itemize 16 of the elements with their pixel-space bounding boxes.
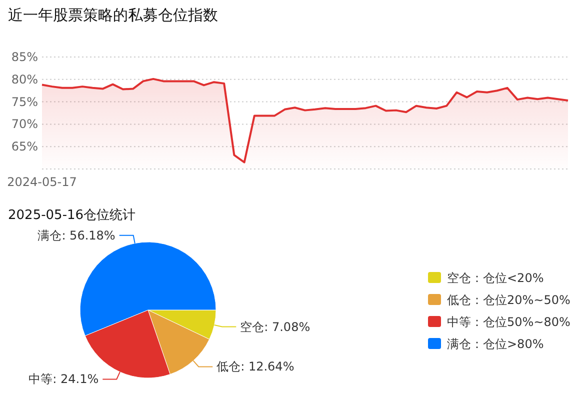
chart-title: 近一年股票策略的私募仓位指数 bbox=[8, 6, 218, 24]
y-tick-label: 85% bbox=[11, 50, 38, 64]
legend-label: 空仓：仓位<20% bbox=[447, 271, 544, 285]
y-tick-label: 70% bbox=[11, 117, 38, 132]
legend-label: 满仓：仓位>80% bbox=[447, 337, 544, 351]
data-label: 满仓: 56.18% bbox=[38, 228, 116, 242]
data-label: 空仓: 7.08% bbox=[240, 320, 310, 334]
y-tick-label: 80% bbox=[11, 72, 38, 86]
data-label: 低仓: 12.64% bbox=[216, 360, 294, 374]
legend-label: 低仓：仓位20%~50% bbox=[447, 293, 570, 307]
chart-title: 2025-05-16仓位统计 bbox=[8, 208, 136, 223]
data-label: 中等: 24.1% bbox=[28, 372, 99, 386]
y-tick-label: 65% bbox=[11, 140, 38, 154]
legend-label: 中等：仓位50%~80% bbox=[447, 315, 570, 329]
y-tick-label: 75% bbox=[11, 94, 38, 109]
x-tick-label: 2024-05-17 bbox=[7, 175, 77, 189]
